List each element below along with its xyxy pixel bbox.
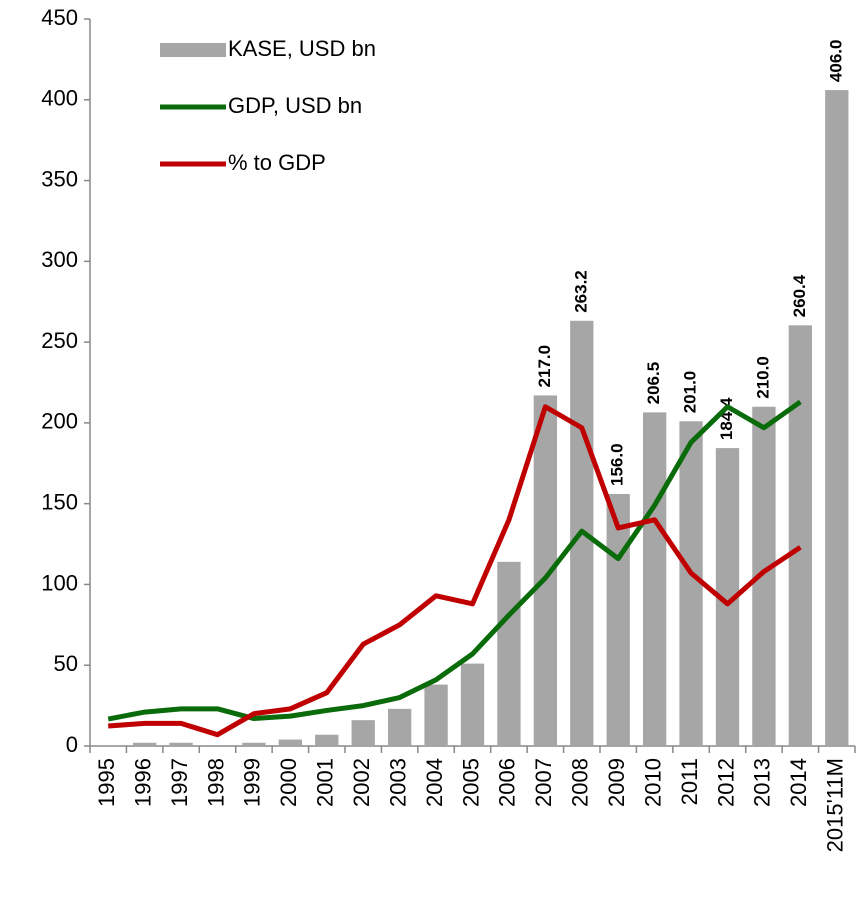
bar <box>460 663 485 746</box>
y-tick-label: 450 <box>41 5 78 30</box>
x-tick-label: 2007 <box>531 758 556 807</box>
bar <box>169 742 193 746</box>
bar <box>351 720 375 746</box>
value-label: 201.0 <box>681 371 700 414</box>
y-tick-label: 300 <box>41 247 78 272</box>
value-label: 206.5 <box>644 362 663 405</box>
x-tick-label: 2001 <box>313 758 338 807</box>
x-tick-label: 1995 <box>94 758 119 807</box>
bar <box>788 325 813 746</box>
bar <box>679 421 703 746</box>
y-tick-label: 250 <box>41 328 78 353</box>
y-tick-label: 150 <box>41 489 78 514</box>
bar <box>642 412 667 746</box>
bar <box>387 708 412 746</box>
legend-label: % to GDP <box>228 150 326 175</box>
bar <box>315 734 339 746</box>
bar <box>497 561 521 746</box>
x-tick-label: 2009 <box>604 758 629 807</box>
x-tick-label: 2010 <box>640 758 665 807</box>
x-tick-label: 1998 <box>203 758 228 807</box>
x-tick-label: 2006 <box>495 758 520 807</box>
x-tick-label: 2011 <box>677 758 702 805</box>
bar <box>278 739 303 746</box>
bar <box>242 742 266 746</box>
y-tick-label: 350 <box>41 166 78 191</box>
y-tick-label: 400 <box>41 86 78 111</box>
y-tick-label: 50 <box>54 651 78 676</box>
bar <box>606 493 630 746</box>
x-tick-label: 2000 <box>276 758 301 807</box>
value-label: 217.0 <box>535 345 554 388</box>
bar <box>715 448 740 746</box>
value-label: 263.2 <box>571 270 590 313</box>
value-label: 184.4 <box>717 397 736 440</box>
x-tick-label: 1997 <box>167 758 192 807</box>
x-tick-label: 2013 <box>750 758 775 807</box>
x-tick-label: 2002 <box>349 758 374 807</box>
bar <box>825 90 849 746</box>
x-tick-label: 2014 <box>786 758 811 807</box>
line <box>107 399 802 722</box>
legend-swatch <box>160 43 226 57</box>
y-tick-label: 0 <box>66 732 78 757</box>
bar <box>533 395 558 746</box>
bar <box>132 742 157 746</box>
value-label: 156.0 <box>608 443 627 486</box>
line <box>108 404 802 738</box>
bar <box>424 684 448 746</box>
x-tick-label: 2004 <box>422 758 447 807</box>
x-tick-label: 2003 <box>385 758 410 807</box>
legend-label: KASE, USD bn <box>228 36 376 61</box>
value-label: 260.4 <box>790 274 809 317</box>
x-tick-label: 2012 <box>713 758 738 807</box>
y-tick-label: 200 <box>41 409 78 434</box>
bar <box>752 406 776 746</box>
bar <box>96 745 120 746</box>
x-tick-label: 1999 <box>240 758 265 807</box>
value-label: 406.0 <box>826 40 845 83</box>
x-tick-label: 1996 <box>130 758 155 807</box>
x-tick-label: 2008 <box>568 758 593 807</box>
y-tick-label: 100 <box>41 570 78 595</box>
x-tick-label: 2015'11M <box>823 758 848 852</box>
x-tick-label: 2005 <box>458 758 483 807</box>
value-label: 210.0 <box>753 356 772 399</box>
legend-label: GDP, USD bn <box>228 93 362 118</box>
